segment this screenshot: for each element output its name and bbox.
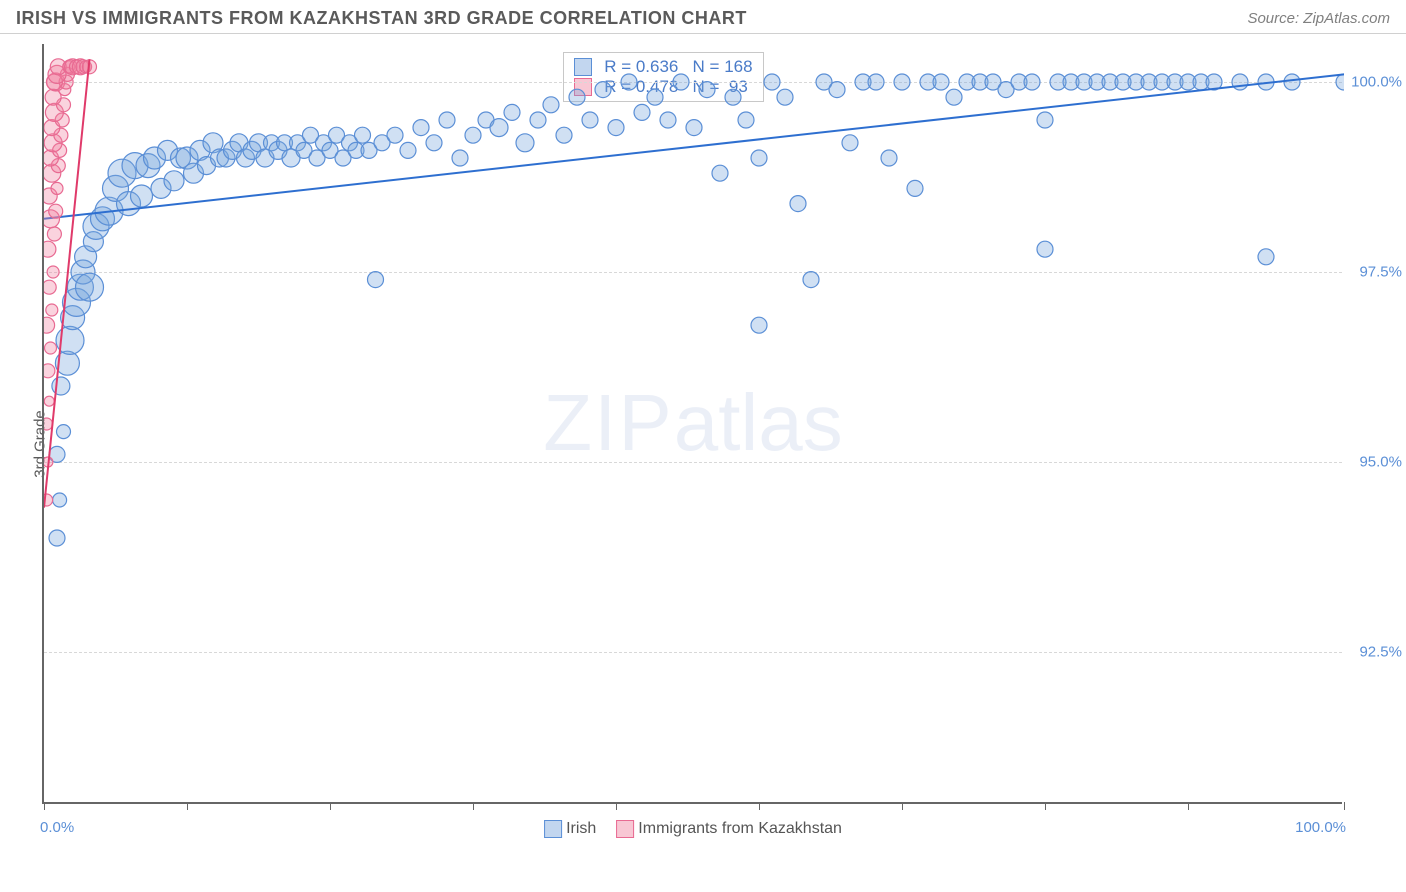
x-axis-max-label: 100.0%	[1295, 819, 1346, 836]
data-point	[516, 134, 534, 152]
data-point	[777, 89, 793, 105]
data-point	[426, 135, 442, 151]
data-point	[1232, 74, 1248, 90]
data-point	[894, 74, 910, 90]
data-point	[543, 97, 559, 113]
data-point	[452, 150, 468, 166]
data-point	[400, 142, 416, 158]
data-point	[1037, 112, 1053, 128]
data-point	[738, 112, 754, 128]
data-point	[57, 425, 71, 439]
data-point	[751, 317, 767, 333]
legend-swatch-icon	[616, 820, 634, 838]
data-point	[907, 180, 923, 196]
data-point	[49, 204, 63, 218]
data-point	[842, 135, 858, 151]
data-point	[556, 127, 572, 143]
data-point	[465, 127, 481, 143]
y-tick-label: 95.0%	[1347, 454, 1402, 471]
data-point	[868, 74, 884, 90]
legend-swatch-icon	[544, 820, 562, 838]
y-tick-label: 92.5%	[1347, 644, 1402, 661]
data-point	[946, 89, 962, 105]
data-point	[608, 120, 624, 136]
data-point	[1258, 249, 1274, 265]
y-tick-label: 97.5%	[1347, 264, 1402, 281]
data-point	[47, 227, 61, 241]
data-point	[1024, 74, 1040, 90]
y-tick-label: 100.0%	[1347, 74, 1402, 91]
chart-container: 3rd Grade ZIPatlas 0.0% 100.0% IrishImmi…	[0, 34, 1406, 854]
header: IRISH VS IMMIGRANTS FROM KAZAKHSTAN 3RD …	[0, 0, 1406, 34]
data-point	[45, 342, 57, 354]
source-label: Source: ZipAtlas.com	[1247, 10, 1390, 27]
x-tick	[1344, 802, 1345, 810]
data-point	[53, 493, 67, 507]
legend-label: Immigrants from Kazakhstan	[638, 820, 842, 837]
data-point	[51, 182, 63, 194]
x-axis-min-label: 0.0%	[40, 819, 74, 836]
data-point	[413, 120, 429, 136]
data-point	[699, 82, 715, 98]
data-point	[803, 272, 819, 288]
data-point	[582, 112, 598, 128]
data-point	[881, 150, 897, 166]
data-point	[387, 127, 403, 143]
data-point	[52, 377, 70, 395]
legend: Irish Immigrants from Kazakhstan	[544, 820, 842, 838]
data-point	[569, 89, 585, 105]
data-point	[725, 89, 741, 105]
plot-area: ZIPatlas 0.0% 100.0% IrishImmigrants fro…	[42, 44, 1342, 804]
data-point	[764, 74, 780, 90]
data-point	[1336, 74, 1344, 90]
data-point	[634, 104, 650, 120]
scatter-svg	[44, 44, 1344, 804]
data-point	[46, 304, 58, 316]
data-point	[44, 280, 56, 294]
data-point	[368, 272, 384, 288]
data-point	[47, 266, 59, 278]
data-point	[621, 74, 637, 90]
data-point	[355, 127, 371, 143]
data-point	[673, 74, 689, 90]
data-point	[530, 112, 546, 128]
data-point	[1284, 74, 1300, 90]
data-point	[686, 120, 702, 136]
data-point	[44, 317, 55, 333]
legend-label: Irish	[566, 820, 596, 837]
data-point	[164, 171, 184, 191]
data-point	[76, 273, 104, 301]
data-point	[829, 82, 845, 98]
data-point	[647, 89, 663, 105]
data-point	[790, 196, 806, 212]
data-point	[44, 396, 54, 406]
data-point	[595, 82, 611, 98]
data-point	[933, 74, 949, 90]
data-point	[131, 185, 153, 207]
data-point	[1037, 241, 1053, 257]
data-point	[751, 150, 767, 166]
data-point	[44, 364, 55, 378]
legend-item: Irish	[544, 820, 596, 838]
data-point	[439, 112, 455, 128]
data-point	[44, 241, 56, 257]
legend-item: Immigrants from Kazakhstan	[616, 820, 842, 838]
data-point	[712, 165, 728, 181]
chart-title: IRISH VS IMMIGRANTS FROM KAZAKHSTAN 3RD …	[16, 8, 747, 29]
data-point	[49, 530, 65, 546]
data-point	[660, 112, 676, 128]
data-point	[490, 119, 508, 137]
data-point	[504, 104, 520, 120]
